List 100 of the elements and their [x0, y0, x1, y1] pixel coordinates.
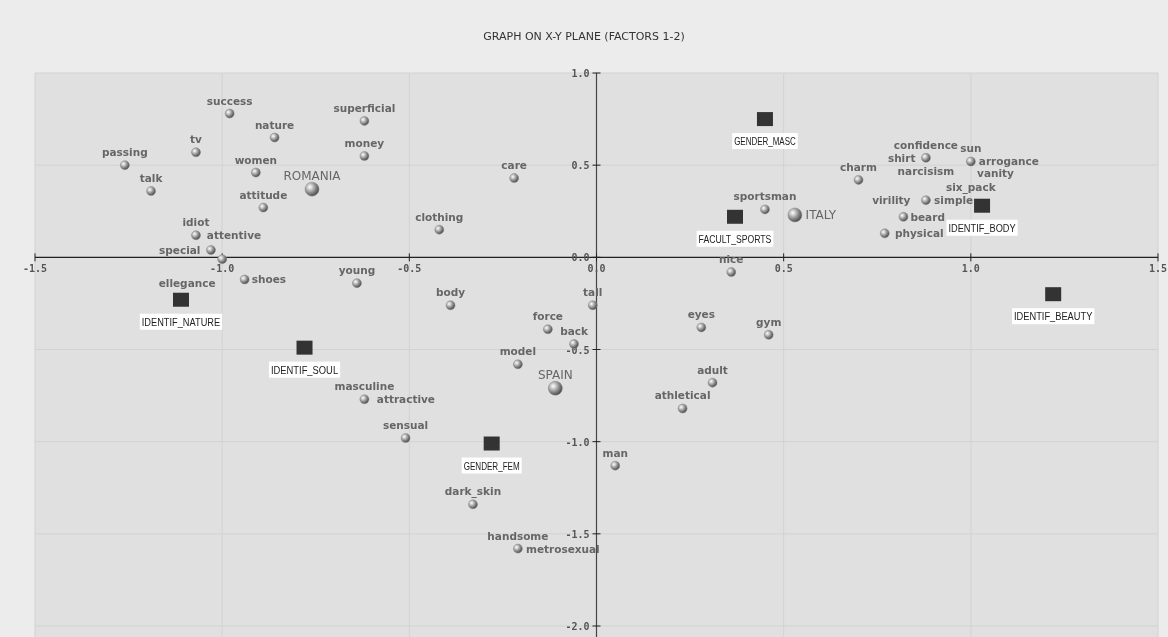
point: [853, 175, 864, 185]
point: [483, 436, 500, 451]
annotation: athletical: [654, 389, 711, 402]
point: [696, 322, 707, 333]
point: [217, 254, 227, 264]
annotation: sportsman: [733, 190, 797, 203]
chart-title: GRAPH ON X-Y PLANE (FACTORS 1-2): [483, 30, 685, 43]
point: [400, 433, 411, 443]
annotation: talk: [139, 171, 164, 184]
point: [224, 108, 235, 119]
annotation: force: [532, 310, 563, 323]
annotation: shoes: [251, 273, 287, 286]
annotation: passing: [101, 146, 148, 159]
y-tick-label: -1.5: [565, 528, 590, 540]
point: [756, 112, 773, 127]
point: [434, 224, 445, 235]
annotation: IDENTIF_SOUL: [270, 364, 343, 376]
point: [269, 132, 280, 143]
annotation: arrogance: [978, 155, 1039, 168]
y-tick-label: 1.0: [571, 68, 590, 79]
annotation: sensual: [382, 418, 429, 431]
point: [974, 198, 991, 213]
annotation: model: [499, 345, 537, 358]
point: [206, 245, 216, 255]
annotation: virility: [872, 194, 911, 207]
point: [588, 300, 598, 311]
point: [359, 151, 370, 161]
x-tick-label: -1.5: [22, 263, 48, 275]
annotation: six_pack: [945, 181, 997, 195]
point: [726, 267, 737, 277]
annotation: GENDER_MASC: [734, 136, 812, 148]
point: [879, 228, 890, 239]
annotation: eyes: [687, 308, 715, 321]
annotation: special: [159, 243, 201, 256]
point: [707, 377, 718, 388]
point: [352, 278, 362, 288]
y-tick-label: -1.0: [565, 436, 590, 448]
annotation: vanity: [977, 167, 1015, 180]
annotation: ellegance: [158, 277, 216, 290]
annotation: SPAIN: [537, 368, 573, 383]
point: [191, 147, 201, 158]
annotation: sun: [960, 142, 982, 155]
annotation: superficial: [333, 101, 396, 114]
point: [921, 195, 931, 205]
annotation: attractive: [376, 393, 436, 406]
annotation: beard: [910, 210, 945, 223]
annotation: ROMANIA: [283, 169, 342, 184]
annotation: IDENTIF_BODY: [948, 222, 1022, 234]
point: [513, 359, 523, 369]
x-tick-label: -0.5: [397, 263, 422, 275]
annotation: FACULT_SPORTS: [698, 233, 783, 245]
point: [543, 324, 553, 334]
point: [359, 116, 370, 126]
annotation: masculine: [334, 380, 395, 393]
point: [548, 380, 563, 396]
annotation: confidence: [893, 138, 958, 151]
annotation: narcisism: [897, 164, 955, 177]
x-tick-label: -1.0: [210, 263, 235, 275]
annotation: tv: [190, 133, 203, 146]
annotation: IDENTIF_BEAUTY: [1013, 311, 1099, 323]
point: [304, 181, 320, 197]
annotation: women: [234, 153, 278, 166]
point: [468, 499, 478, 510]
point: [760, 204, 770, 215]
annotation: man: [602, 446, 628, 459]
annotation: physical: [895, 227, 944, 240]
x-tick-label: 0.5: [774, 263, 793, 275]
annotation: attentive: [206, 229, 262, 242]
annotation: clothing: [415, 210, 464, 223]
point: [610, 460, 620, 471]
y-tick-label: -2.0: [565, 621, 590, 632]
point: [677, 403, 688, 414]
point: [445, 300, 456, 311]
annotation: dark_skin: [444, 485, 502, 499]
point: [172, 292, 189, 307]
y-tick-label: 0.5: [571, 160, 590, 172]
point: [239, 274, 250, 285]
annotation: GENDER_FEM: [463, 460, 534, 472]
x-tick-label: 1.0: [961, 263, 980, 275]
annotation: idiot: [182, 216, 210, 229]
annotation: IDENTIF_NATURE: [141, 316, 227, 328]
point: [513, 543, 523, 554]
annotation: back: [560, 324, 589, 337]
annotation: gym: [756, 315, 782, 328]
annotation: care: [501, 159, 527, 172]
annotation: simple: [934, 194, 974, 207]
point: [359, 394, 370, 405]
annotation: charm: [840, 160, 878, 173]
annotation: nature: [254, 118, 295, 131]
annotation: success: [206, 94, 253, 107]
annotation: handsome: [487, 529, 549, 542]
x-tick-label: 1.5: [1148, 263, 1168, 275]
point: [898, 212, 909, 222]
point: [509, 173, 519, 183]
point: [921, 153, 931, 163]
annotation: young: [338, 264, 376, 277]
point: [966, 156, 976, 167]
annotation: adult: [697, 363, 728, 376]
point: [296, 340, 313, 355]
point: [727, 209, 743, 224]
